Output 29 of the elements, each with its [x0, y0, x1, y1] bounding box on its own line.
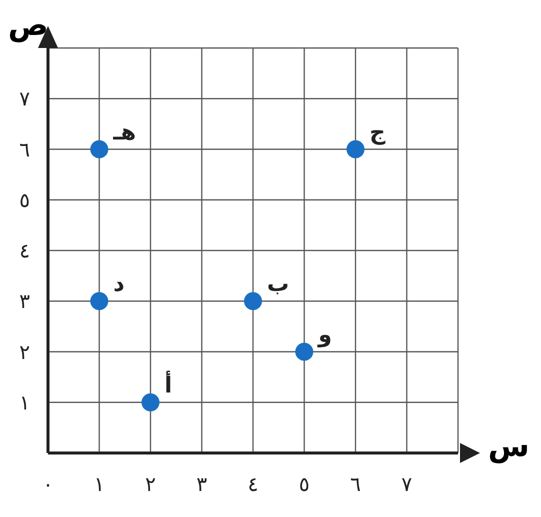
y-tick-label: ٦	[19, 137, 30, 162]
annotation: ب	[267, 272, 290, 298]
point	[142, 393, 160, 412]
x-tick-label: ٦	[350, 472, 361, 496]
y-tick-label: ٢	[19, 340, 30, 364]
annotation: هـ	[112, 120, 136, 146]
y-tick-label: ١	[19, 390, 30, 414]
annotation: د	[113, 272, 125, 298]
point	[346, 140, 364, 158]
x-tick-label: ٢	[145, 472, 156, 496]
point	[244, 292, 262, 310]
y-tick-label: ٥	[19, 188, 30, 212]
x-tick-label: ٧	[401, 472, 412, 496]
y-tick-label: ٣	[19, 289, 30, 314]
x-tick-label: ٥	[298, 472, 310, 496]
x-tick-label: ٤	[248, 472, 258, 496]
y-tick-label: ٤	[19, 238, 30, 263]
y-axis-title: ص	[8, 8, 48, 43]
point	[90, 292, 108, 310]
point	[295, 342, 314, 361]
point	[90, 140, 108, 158]
x-axis-title: س	[488, 429, 530, 464]
y-tick-label: ٧	[19, 86, 30, 111]
annotation: ج	[370, 120, 386, 146]
x-tick-label: ٠	[42, 472, 54, 496]
x-tick-label: ١	[94, 472, 105, 496]
annotation: و	[317, 322, 332, 348]
x-tick-label: ٣	[196, 472, 208, 496]
annotation: أ	[164, 370, 172, 398]
